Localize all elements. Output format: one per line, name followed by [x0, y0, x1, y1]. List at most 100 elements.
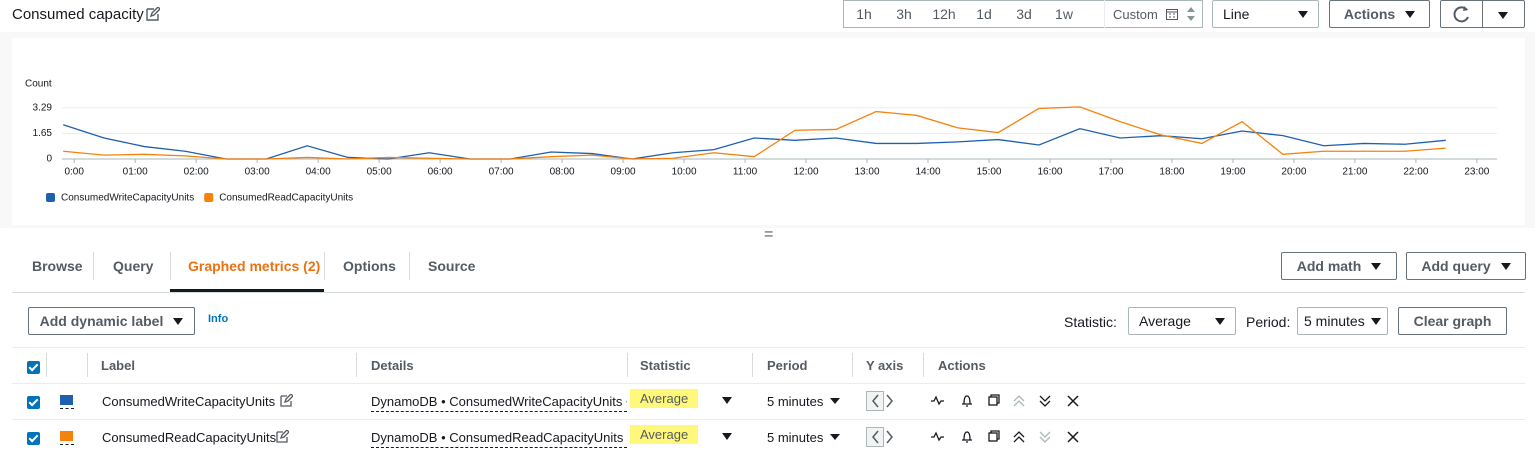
column-separator [627, 353, 628, 377]
period-value: 5 minutes [1304, 313, 1365, 329]
y-axis-label: Count [25, 79, 52, 90]
panel-title: Consumed capacity [12, 6, 144, 23]
y-axis-toggle[interactable] [866, 391, 898, 414]
dynamic-label-button[interactable]: Add dynamic label [28, 307, 195, 335]
x-tick-label: 03:00 [245, 167, 270, 178]
x-tick-label: 07:00 [489, 167, 514, 178]
y-tick-label: 1.65 [33, 128, 53, 139]
statistic-dropdown[interactable] [722, 397, 732, 404]
legend-swatch [204, 193, 214, 202]
tab-separator [409, 252, 410, 280]
chart-style: Line [1223, 6, 1250, 22]
metric-label: ConsumedReadCapacityUnits [102, 430, 277, 445]
metric-label: ConsumedWriteCapacityUnits [102, 394, 276, 409]
x-tick-label: 22:00 [1403, 167, 1428, 178]
period-value[interactable]: 5 minutes [767, 394, 824, 409]
statistic-value: Average [1139, 313, 1191, 329]
button-label: Add dynamic label [39, 313, 164, 329]
x-tick-label: 10:00 [672, 167, 697, 178]
legend-swatch [46, 193, 55, 202]
time-range-button[interactable]: 12h [932, 6, 956, 22]
tab-separator [170, 252, 171, 280]
column-separator [923, 353, 924, 377]
legend-label: ConsumedReadCapacityUnits [219, 193, 353, 204]
statistic-cell[interactable]: Average [630, 389, 699, 408]
refresh-menu [1483, 6, 1524, 22]
x-tick-label: 19:00 [1220, 167, 1245, 178]
column-header: Y axis [866, 358, 904, 373]
statistic-dropdown[interactable] [722, 433, 732, 440]
time-range-button[interactable]: 1d [976, 6, 992, 22]
color-swatch[interactable] [60, 395, 73, 405]
add-math-button[interactable]: Add math [1281, 252, 1397, 280]
button-label: Add query [1421, 258, 1491, 274]
y-tick-label: 0 [46, 154, 52, 165]
x-tick-label: 04:00 [306, 167, 331, 178]
period-dropdown[interactable] [830, 398, 840, 404]
edit-icon[interactable] [280, 393, 294, 410]
tab[interactable]: Options [343, 258, 396, 274]
x-tick-label: 08:00 [550, 167, 575, 178]
period-select[interactable]: 5 minutes [1297, 307, 1388, 335]
column-header: Actions [938, 358, 986, 373]
custom-range[interactable]: Custom [1104, 0, 1203, 28]
custom-label: Custom [1113, 6, 1158, 22]
time-range-button[interactable]: 3d [1016, 6, 1032, 22]
color-swatch[interactable] [60, 431, 73, 441]
row-actions[interactable] [931, 393, 1081, 412]
metric-details: DynamoDB • ConsumedWriteCapacityUnits • [371, 394, 627, 412]
statistic-label: Statistic: [1064, 314, 1117, 330]
series-line [63, 106, 1446, 160]
x-tick-label: 17:00 [1098, 167, 1123, 178]
row-actions[interactable] [931, 429, 1081, 448]
x-tick-label: 14:00 [915, 167, 940, 178]
row-border [12, 383, 1525, 384]
time-range-button[interactable]: 1h [856, 6, 872, 22]
column-separator [87, 353, 88, 377]
row-checkbox[interactable] [27, 396, 40, 409]
actions-button[interactable]: Actions [1329, 0, 1430, 28]
edit-icon[interactable] [276, 429, 290, 446]
column-separator [852, 353, 853, 377]
x-tick-label: 06:00 [428, 167, 453, 178]
x-tick-label: 16:00 [1037, 167, 1062, 178]
add-query-button[interactable]: Add query [1406, 252, 1526, 280]
period-dropdown[interactable] [830, 434, 840, 440]
period-label: Period: [1246, 314, 1291, 330]
period-value[interactable]: 5 minutes [767, 430, 824, 445]
refresh-icon [1453, 6, 1469, 23]
spinner [1186, 7, 1195, 21]
x-tick-label: 12:00 [794, 167, 819, 178]
column-header: Statistic [640, 358, 691, 373]
column-header: Details [371, 358, 414, 373]
row-border [12, 419, 1525, 420]
statistic-select[interactable]: Average [1128, 307, 1236, 335]
tab[interactable]: Browse [32, 258, 83, 274]
time-range: 1h 3h 12h 1d 3d 1w [843, 0, 1203, 28]
select-all-checkbox[interactable] [27, 361, 40, 374]
time-range-button[interactable]: 1w [1055, 6, 1073, 22]
tab-separator [93, 252, 94, 280]
clear-graph-button[interactable]: Clear graph [1398, 307, 1507, 335]
info-link[interactable]: Info [208, 313, 229, 325]
x-tick-label: 0:00 [64, 167, 84, 178]
x-tick-label: 13:00 [854, 167, 879, 178]
tab[interactable]: Source [428, 258, 476, 274]
time-range-button[interactable]: 3h [896, 6, 912, 22]
resize-handle[interactable]: = [764, 226, 774, 243]
row-checkbox[interactable] [27, 432, 40, 445]
x-tick-label: 23:00 [1464, 167, 1489, 178]
statistic-value: Average [630, 389, 699, 408]
edit-icon[interactable] [146, 7, 160, 21]
statistic-value: Average [630, 425, 699, 444]
statistic-cell[interactable]: Average [630, 425, 699, 444]
chart-style-select[interactable]: Line [1212, 0, 1319, 28]
x-tick-label: 21:00 [1342, 167, 1367, 178]
tab[interactable]: Query [113, 258, 154, 274]
refresh-button[interactable] [1440, 0, 1525, 28]
x-tick-label: 01:00 [123, 167, 148, 178]
tab-active[interactable]: Graphed metrics (2) [188, 258, 321, 274]
y-axis-toggle[interactable] [866, 427, 898, 450]
calendar-icon [1165, 9, 1178, 20]
